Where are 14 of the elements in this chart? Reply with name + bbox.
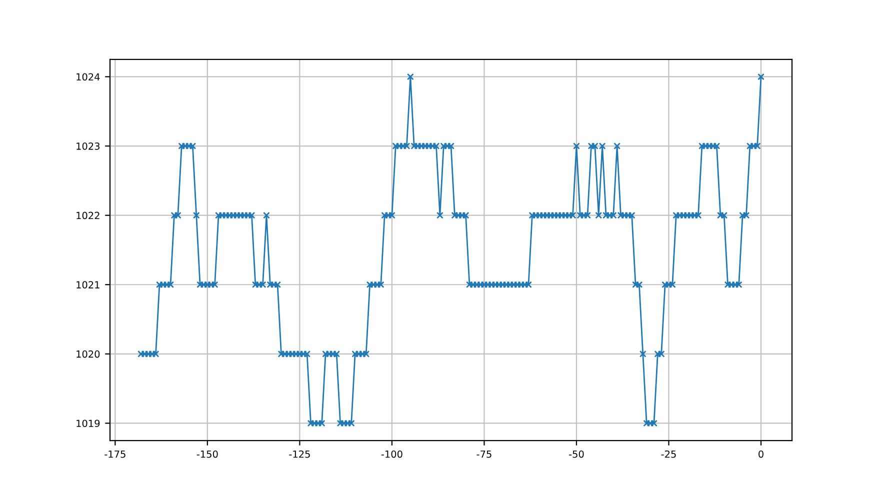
x-tick-label: -125: [289, 450, 310, 458]
x-tick-label: -150: [196, 450, 218, 458]
x-tick-label: -75: [476, 450, 492, 458]
x-tick-label: -175: [104, 450, 126, 458]
y-tick-label: 1021: [76, 281, 100, 288]
y-tick-label: 1019: [76, 420, 100, 428]
x-tick-label: 0: [758, 450, 764, 458]
y-tick-label: 1023: [76, 142, 100, 150]
x-tick-label: -100: [381, 450, 402, 458]
y-tick-label: 1022: [76, 212, 100, 220]
x-tick-label: -25: [661, 450, 676, 458]
y-tick-label: 1024: [76, 73, 100, 81]
x-tick-label: -50: [569, 450, 584, 458]
y-tick-label: 1020: [76, 350, 100, 358]
